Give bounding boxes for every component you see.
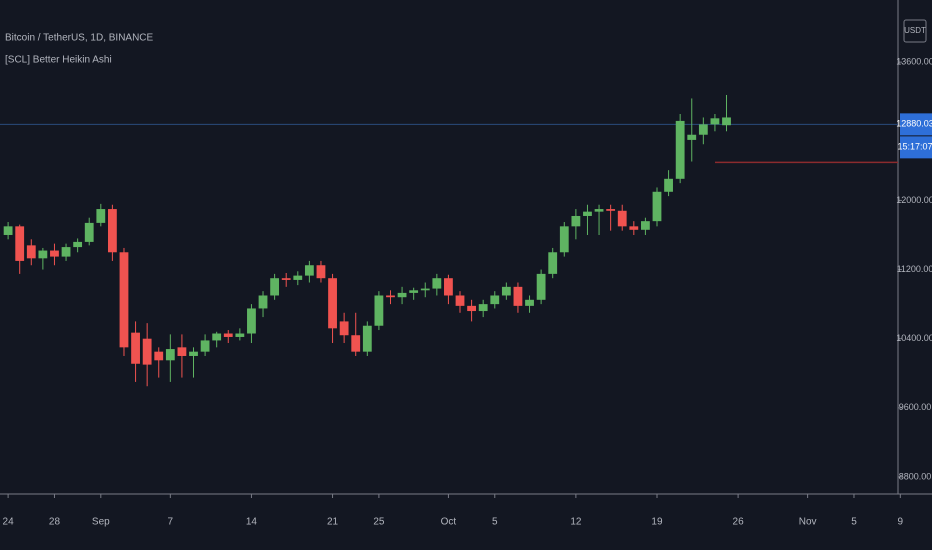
candle-body: [73, 241, 83, 248]
candle-body: [536, 273, 546, 300]
candle-body: [409, 290, 419, 293]
candle-body: [386, 295, 395, 298]
candle-body: [675, 120, 685, 179]
candle-body: [270, 278, 280, 296]
candle-body: [235, 333, 245, 337]
y-tick-label: 12000.00: [896, 195, 932, 205]
candle-body: [710, 118, 720, 125]
candle-body: [490, 295, 500, 305]
candle-body: [142, 338, 152, 365]
currency-box[interactable]: [903, 19, 927, 43]
candle-body: [548, 252, 558, 274]
candle-body: [189, 351, 198, 356]
candle-body: [15, 226, 25, 261]
candle-body: [513, 286, 523, 306]
candle-body: [304, 265, 314, 276]
candle-body: [3, 226, 13, 235]
candle-body: [50, 250, 59, 257]
x-tick-label: 25: [373, 517, 385, 528]
x-tick-label: 9: [898, 517, 904, 528]
y-tick-label: 11200.00: [897, 264, 932, 274]
candle-body: [212, 333, 222, 341]
countdown: 15:17:07: [897, 142, 932, 152]
candle-body: [200, 340, 210, 352]
y-tick-label: 9600.00: [899, 402, 932, 412]
candle-body: [629, 226, 639, 230]
candle-body: [583, 211, 592, 216]
x-tick-label: 19: [651, 517, 663, 528]
candle-body: [281, 278, 291, 280]
candle-body: [571, 215, 581, 227]
x-tick-label: Nov: [799, 517, 817, 528]
candle-body: [374, 295, 384, 326]
candle-body: [606, 209, 616, 211]
x-tick-label: 24: [3, 517, 15, 528]
candle-body: [525, 299, 534, 306]
indicator-name: [SCL] Better Heikin Ashi: [5, 55, 112, 66]
x-tick-label: 28: [49, 517, 61, 528]
candle-body: [687, 134, 697, 140]
candle-body: [38, 250, 48, 259]
candle-body: [698, 124, 708, 135]
x-tick-label: Oct: [441, 517, 457, 528]
candle-body: [455, 295, 465, 306]
x-tick-label: 5: [851, 517, 857, 528]
candle-body: [362, 325, 372, 352]
price-label-box: [900, 113, 932, 136]
x-tick-label: 5: [492, 517, 498, 528]
candle-body: [432, 278, 442, 289]
candle-body: [397, 292, 407, 298]
candle-body: [107, 209, 117, 253]
x-tick-label: 7: [168, 517, 174, 528]
x-tick-label: Sep: [92, 517, 110, 528]
candle-body: [119, 252, 129, 348]
candle-body: [26, 245, 36, 259]
candle-body: [652, 191, 662, 222]
candle-body: [165, 349, 175, 361]
x-tick-label: 21: [327, 517, 339, 528]
currency: USDT: [904, 26, 926, 35]
y-tick-label: 10400.00: [896, 333, 932, 343]
candle-body: [247, 308, 256, 334]
chart-title: Bitcoin / TetherUS, 1D, BINANCE: [5, 33, 154, 44]
x-tick-label: 26: [733, 517, 745, 528]
candle-body: [84, 222, 94, 242]
candle-body: [258, 295, 268, 309]
candle-body: [420, 288, 430, 291]
candle-body: [444, 278, 453, 296]
candle-body: [223, 333, 233, 337]
x-tick-label: 14: [246, 517, 258, 528]
y-tick-label: 8800.00: [899, 471, 932, 481]
candle-body: [339, 321, 349, 336]
candle-body: [467, 305, 476, 312]
candle-body: [617, 210, 627, 227]
candle-body: [351, 335, 361, 352]
candle-body: [131, 332, 140, 364]
candle-body: [640, 221, 650, 230]
price-label: 12880.03: [896, 119, 932, 129]
candle-body: [722, 117, 731, 126]
candle-body: [594, 209, 604, 212]
candle-body: [177, 347, 187, 356]
candle-body: [96, 209, 106, 223]
candle-body: [478, 304, 488, 312]
candle-body: [61, 247, 71, 257]
candle-body: [293, 275, 303, 280]
countdown-box: [900, 136, 932, 159]
candle-body: [316, 265, 326, 279]
candle-body: [559, 226, 569, 253]
candle-body: [501, 286, 511, 296]
candle-body: [328, 278, 337, 329]
candle-body: [154, 351, 164, 361]
y-tick-label: 13600.00: [896, 57, 932, 67]
candle-body: [664, 178, 673, 192]
x-tick-label: 12: [570, 517, 582, 528]
